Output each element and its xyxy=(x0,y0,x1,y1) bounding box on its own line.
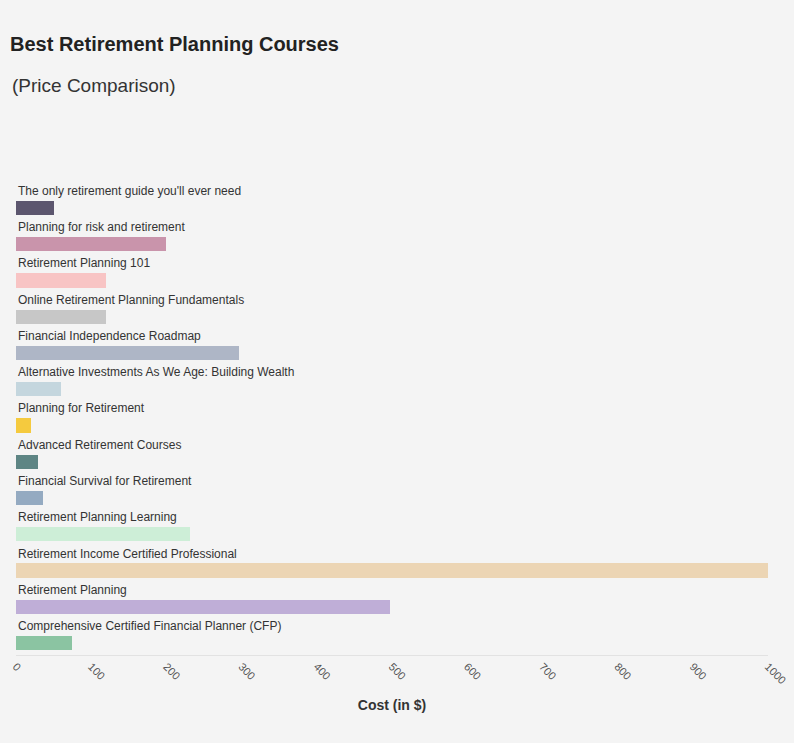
svg-text:Cost (in $): Cost (in $) xyxy=(358,697,426,713)
svg-text:100: 100 xyxy=(86,661,107,682)
svg-text:Retirement Income Certified Pr: Retirement Income Certified Professional xyxy=(18,547,237,561)
svg-text:0: 0 xyxy=(11,661,24,674)
svg-text:Alternative Investments As We: Alternative Investments As We Age: Build… xyxy=(18,365,294,379)
svg-text:300: 300 xyxy=(236,661,257,682)
svg-text:800: 800 xyxy=(612,661,633,682)
svg-text:900: 900 xyxy=(687,661,708,682)
svg-text:Comprehensive Certified Financ: Comprehensive Certified Financial Planne… xyxy=(18,619,281,633)
svg-text:500: 500 xyxy=(387,661,408,682)
svg-text:Best Retirement Planning Cours: Best Retirement Planning Courses xyxy=(10,33,339,55)
svg-text:Planning for risk and retireme: Planning for risk and retirement xyxy=(18,220,185,234)
svg-text:400: 400 xyxy=(311,661,332,682)
svg-text:Advanced Retirement Courses: Advanced Retirement Courses xyxy=(18,438,181,452)
svg-text:Retirement Planning Learning: Retirement Planning Learning xyxy=(18,510,177,524)
svg-text:Financial Survival for Retirem: Financial Survival for Retirement xyxy=(18,474,192,488)
svg-text:Retirement Planning: Retirement Planning xyxy=(18,583,127,597)
svg-text:Retirement Planning 101: Retirement Planning 101 xyxy=(18,256,150,270)
svg-text:(Price Comparison): (Price Comparison) xyxy=(12,75,176,96)
svg-text:Financial Independence Roadmap: Financial Independence Roadmap xyxy=(18,329,201,343)
svg-text:600: 600 xyxy=(462,661,483,682)
svg-text:1000: 1000 xyxy=(763,661,789,687)
svg-text:Online Retirement Planning Fun: Online Retirement Planning Fundamentals xyxy=(18,293,244,307)
svg-text:Planning for Retirement: Planning for Retirement xyxy=(18,401,145,415)
svg-text:200: 200 xyxy=(161,661,182,682)
svg-text:The only retirement guide you': The only retirement guide you'll ever ne… xyxy=(18,184,241,198)
svg-text:700: 700 xyxy=(537,661,558,682)
